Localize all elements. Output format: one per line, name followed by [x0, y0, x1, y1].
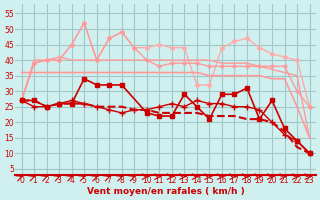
X-axis label: Vent moyen/en rafales ( km/h ): Vent moyen/en rafales ( km/h ) [87, 187, 244, 196]
